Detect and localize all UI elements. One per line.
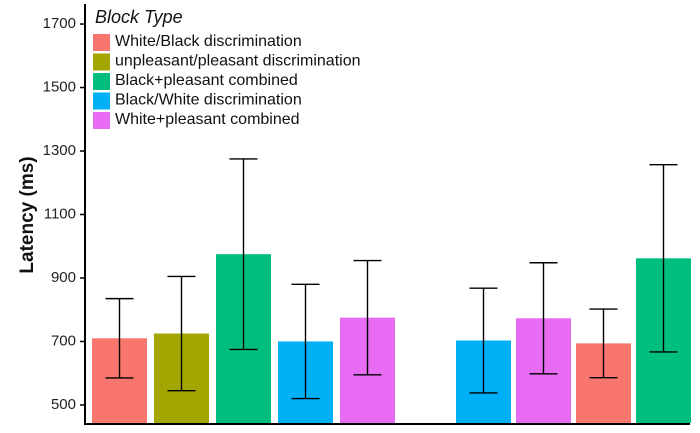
legend-label: White+pleasant combined [115,111,300,128]
error-bar [291,283,320,400]
y-tick-label: 700 [51,332,76,349]
error-bar [167,275,196,392]
legend-swatch [93,53,110,71]
error-bar [229,158,258,351]
error-bar [353,259,382,376]
error-bar [589,308,618,379]
y-tick-label: 500 [51,396,76,413]
legend-label: Black+pleasant combined [115,72,298,89]
legend-label: White/Black discrimination [115,33,302,50]
legend-title: Block Type [95,7,183,27]
y-tick-label: 900 [51,269,76,286]
error-bar [105,297,134,379]
y-tick-label: 1500 [43,78,76,95]
legend-label: unpleasant/pleasant discrimination [115,53,360,70]
y-tick-label: 1300 [43,142,76,159]
legend-swatch [93,34,110,51]
y-tick-label: 1100 [44,205,76,222]
legend-swatch [93,112,110,129]
error-bar [469,287,498,394]
y-tick-label: 1700 [43,15,76,32]
legend-swatch [93,73,110,90]
y-axis-label: Latency (ms) [17,156,38,273]
legend-label: Black/White discrimination [115,92,302,109]
legend-swatch [93,92,110,110]
error-bar [529,262,558,375]
error-bar [649,163,678,353]
